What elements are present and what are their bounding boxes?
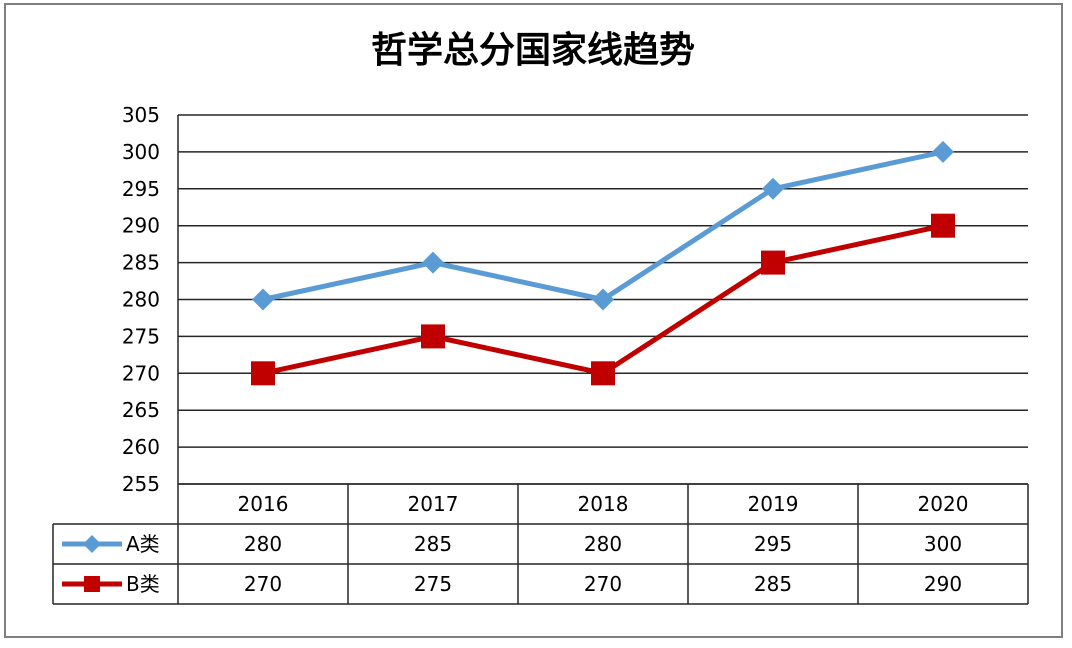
data-point-square xyxy=(591,361,615,386)
y-tick-label: 290 xyxy=(122,214,160,238)
y-tick-label: 295 xyxy=(122,177,160,201)
table-value-cell: 290 xyxy=(924,572,962,596)
x-category-label: 2018 xyxy=(578,492,629,516)
x-category-label: 2019 xyxy=(748,492,799,516)
series-group xyxy=(251,213,955,386)
data-point-diamond xyxy=(592,288,614,311)
data-point-diamond xyxy=(252,288,274,311)
table-value-cell: 280 xyxy=(584,532,622,556)
y-tick-label: 285 xyxy=(122,251,160,275)
table-value-cell: 270 xyxy=(244,572,282,596)
data-table: 2016 2017 2018 2019 2020 A类 280 285 280 295 300 B类 2… xyxy=(52,483,1029,605)
legend-label: A类 xyxy=(126,532,160,556)
table-value-cell: 275 xyxy=(414,572,452,596)
x-category-label: 2020 xyxy=(918,492,969,516)
y-tick-label: 255 xyxy=(122,472,160,496)
legend-entry: A类 xyxy=(62,532,160,556)
y-tick-label: 280 xyxy=(122,288,160,312)
y-tick-label: 305 xyxy=(122,103,160,127)
table-value-cell: 295 xyxy=(754,532,792,556)
legend-diamond-marker xyxy=(83,535,101,553)
data-point-diamond xyxy=(762,177,784,200)
legend-square-marker xyxy=(84,576,100,592)
x-category-label: 2016 xyxy=(238,492,289,516)
table-value-cell: 270 xyxy=(584,572,622,596)
data-point-square xyxy=(251,361,275,386)
data-point-square xyxy=(761,250,785,275)
table-value-cell: 285 xyxy=(754,572,792,596)
data-point-square xyxy=(421,324,445,349)
table-value-cell: 300 xyxy=(924,532,962,556)
y-tick-label: 260 xyxy=(122,435,160,459)
y-tick-label: 270 xyxy=(122,361,160,385)
data-point-diamond xyxy=(422,251,444,274)
legend-label: B类 xyxy=(126,572,160,596)
chart-title: 哲学总分国家线趋势 xyxy=(371,29,695,71)
y-axis-ticks: 305 300 295 290 285 280 275 270 265 260 255 xyxy=(122,103,160,496)
y-tick-label: 265 xyxy=(122,398,160,422)
y-tick-label: 275 xyxy=(122,324,160,348)
x-category-label: 2017 xyxy=(408,492,459,516)
data-point-diamond xyxy=(932,140,954,163)
data-point-square xyxy=(931,213,955,238)
legend-entry: B类 xyxy=(62,572,160,596)
series-group xyxy=(252,140,954,311)
chart-border xyxy=(4,3,1063,638)
table-value-cell: 280 xyxy=(244,532,282,556)
series-lines xyxy=(251,140,955,386)
table-value-cell: 285 xyxy=(414,532,452,556)
y-tick-label: 300 xyxy=(122,140,160,164)
